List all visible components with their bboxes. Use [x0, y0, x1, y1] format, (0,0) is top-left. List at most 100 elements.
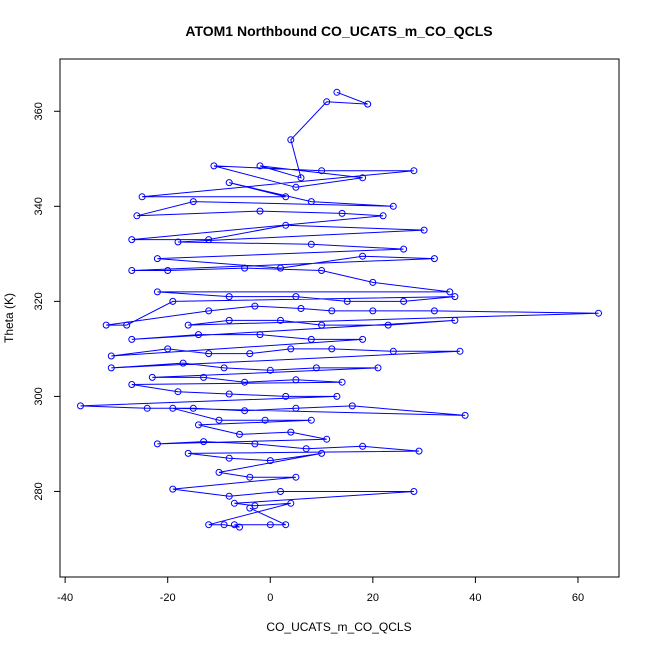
y-tick-label: 360 — [33, 102, 45, 120]
data-point — [328, 345, 336, 353]
data-point — [107, 364, 115, 372]
y-axis: 280 300 320 340 360 — [33, 102, 60, 501]
data-point — [184, 449, 192, 457]
data-point — [256, 207, 264, 215]
data-point — [287, 136, 295, 144]
data-point — [292, 473, 300, 481]
data-point — [205, 236, 213, 244]
data-point — [210, 162, 218, 170]
chart-title: ATOM1 Northbound CO_UCATS_m_CO_QCLS — [185, 23, 492, 39]
data-point — [451, 293, 459, 301]
data-point — [128, 267, 136, 274]
data-point — [230, 499, 238, 507]
data-point — [256, 331, 264, 339]
plot-frame — [59, 58, 620, 578]
data-point — [230, 521, 238, 529]
data-point — [241, 407, 249, 415]
data-point — [430, 255, 438, 263]
data-point — [251, 302, 259, 310]
data-point — [297, 174, 305, 182]
data-point — [307, 416, 315, 424]
data-point — [323, 98, 331, 106]
data-point — [343, 297, 351, 305]
data-point — [225, 492, 233, 500]
data-point — [179, 359, 187, 367]
data-point — [338, 209, 346, 217]
data-point — [266, 521, 274, 529]
data-point — [266, 366, 274, 374]
data-point — [292, 293, 300, 301]
data-point — [169, 404, 177, 412]
data-point — [292, 183, 300, 191]
data-point — [215, 468, 223, 476]
data-point — [143, 404, 151, 412]
data-point — [246, 350, 254, 358]
data-point — [292, 376, 300, 384]
data-point — [328, 307, 336, 315]
data-point — [364, 100, 372, 108]
y-tick-label: 280 — [33, 482, 45, 500]
data-point — [148, 373, 156, 381]
data-point — [128, 236, 136, 244]
data-point — [138, 193, 146, 201]
data-point — [410, 167, 418, 175]
data-point — [123, 321, 131, 329]
data-point — [420, 226, 428, 234]
data-point — [595, 309, 602, 317]
data-point — [384, 321, 392, 329]
data-point — [456, 347, 464, 355]
series-line — [80, 91, 599, 528]
data-point — [359, 252, 367, 260]
data-point — [369, 278, 377, 286]
y-tick-label: 300 — [33, 387, 45, 405]
data-point — [261, 416, 269, 424]
data-point — [246, 473, 254, 481]
data-point — [246, 504, 254, 512]
data-point — [389, 347, 397, 355]
data-point — [220, 521, 228, 529]
data-point — [251, 440, 259, 448]
data-point — [282, 521, 290, 529]
data-point — [153, 288, 161, 296]
data-point — [369, 307, 377, 315]
data-point — [348, 402, 356, 410]
data-point — [287, 428, 295, 436]
data-point — [318, 167, 326, 175]
data-point — [359, 442, 367, 450]
data-point — [205, 307, 213, 315]
data-point — [241, 264, 249, 272]
data-point — [292, 404, 300, 412]
y-axis-label: Theta (K) — [2, 293, 16, 343]
data-point — [225, 390, 233, 398]
data-point — [307, 240, 315, 248]
data-point — [153, 440, 161, 448]
data-point — [184, 321, 192, 329]
data-point — [174, 238, 182, 246]
data-point — [389, 202, 397, 210]
data-point — [189, 198, 197, 206]
data-point — [200, 438, 208, 446]
data-point — [359, 335, 367, 343]
y-tick-label: 340 — [33, 197, 45, 215]
data-point — [415, 447, 423, 455]
data-point — [323, 435, 331, 443]
x-tick-label: 20 — [367, 592, 379, 604]
data-point — [256, 162, 264, 170]
data-point — [430, 307, 438, 315]
data-point — [282, 193, 290, 201]
data-point — [312, 364, 320, 372]
data-point — [282, 392, 290, 400]
data-point — [77, 402, 84, 410]
data-point — [225, 293, 233, 301]
data-point — [400, 297, 408, 305]
x-axis: -40 -20 0 20 40 60 — [57, 577, 584, 604]
data-point — [333, 88, 341, 96]
data-point — [225, 179, 233, 187]
data-point — [205, 350, 213, 358]
data-point — [169, 297, 177, 305]
data-point — [164, 345, 172, 353]
data-point — [410, 488, 418, 495]
data-point — [379, 212, 387, 220]
data-point — [318, 321, 326, 329]
